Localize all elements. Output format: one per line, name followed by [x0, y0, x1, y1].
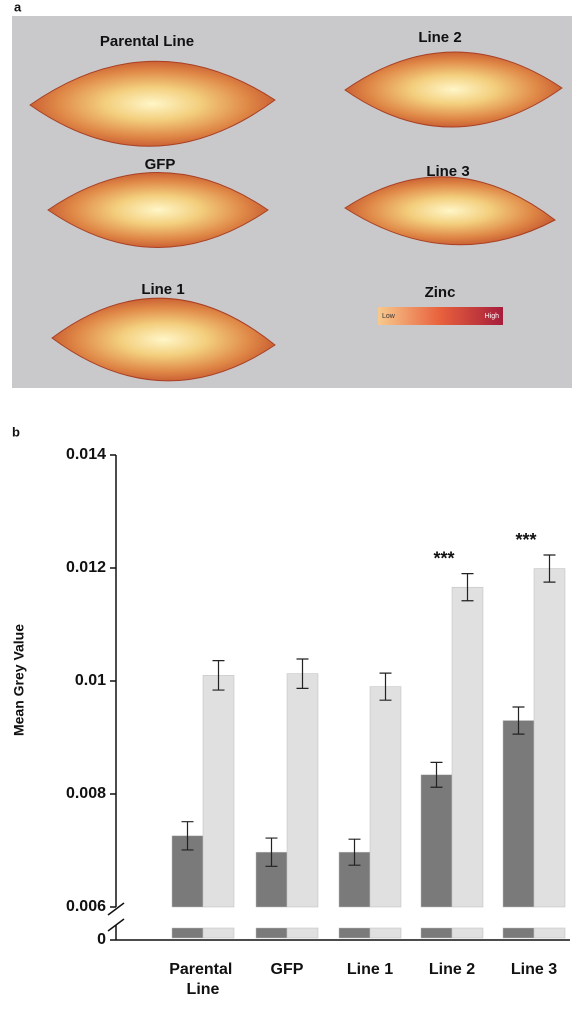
- significance-label: ***: [515, 530, 536, 550]
- bar-base: [255, 927, 288, 939]
- organ-image: [29, 60, 276, 147]
- bar: [451, 586, 484, 908]
- image-label: Parental Line: [100, 33, 194, 50]
- panel-b: b Mean Grey Value 0 0.006 0.008 0.01 0.012 0.…: [11, 424, 570, 998]
- axis-break: [107, 902, 125, 932]
- bar-base: [171, 927, 204, 939]
- image-label: Line 3: [426, 163, 469, 180]
- bar: [202, 675, 235, 908]
- error-bar: [512, 706, 525, 735]
- x-tick-label: Parental Line: [169, 961, 237, 998]
- bar: [533, 568, 566, 908]
- bar-base: [502, 927, 535, 939]
- y-tick-label: 0: [97, 931, 106, 948]
- bar: [502, 720, 535, 908]
- bar-base: [338, 927, 371, 939]
- error-bar: [379, 672, 392, 701]
- scale-low-label: Low: [382, 313, 396, 320]
- x-tick-label: Line 2: [429, 961, 475, 978]
- y-axis-label: Mean Grey Value: [11, 624, 27, 736]
- organ-image: [51, 297, 276, 382]
- bar-base: [533, 927, 566, 939]
- image-label: Line 1: [141, 281, 184, 298]
- bar-base: [369, 927, 402, 939]
- error-bar: [265, 837, 278, 867]
- legend-title: Zinc: [425, 284, 456, 301]
- error-bar: [348, 838, 361, 866]
- panel-a: a Parental Line Line 2 GFP Line 3 Line 1…: [12, 0, 572, 388]
- bar-base: [202, 927, 235, 939]
- bar-base: [420, 927, 453, 939]
- x-tick-label: Line 1: [347, 961, 393, 978]
- bar: [420, 774, 453, 908]
- organ-image: [47, 172, 269, 248]
- scale-high-label: High: [485, 313, 500, 320]
- color-scale: [378, 307, 503, 325]
- panel-label: b: [12, 424, 20, 439]
- error-bar: [430, 761, 443, 788]
- y-tick-label: 0.012: [66, 559, 106, 576]
- panel-label: a: [14, 0, 22, 14]
- y-tick-label: 0.014: [66, 446, 106, 463]
- image-label: Line 2: [418, 29, 461, 46]
- x-tick-label: GFP: [271, 961, 304, 978]
- error-bar: [212, 660, 225, 691]
- x-tick-label: Line 3: [511, 961, 557, 978]
- organ-image: [344, 51, 563, 128]
- y-tick-label: 0.008: [66, 785, 106, 802]
- error-bar: [461, 573, 474, 602]
- error-bar: [543, 554, 556, 583]
- bar-base: [286, 927, 319, 939]
- error-bar: [181, 821, 194, 851]
- image-label: GFP: [145, 156, 176, 173]
- significance-label: ***: [433, 548, 454, 568]
- organ-image: [344, 176, 556, 246]
- bar-base: [451, 927, 484, 939]
- y-tick-label: 0.006: [66, 898, 106, 915]
- y-tick-label: 0.01: [75, 672, 106, 689]
- error-bar: [296, 658, 309, 689]
- bar: [369, 686, 402, 908]
- bar: [286, 673, 319, 908]
